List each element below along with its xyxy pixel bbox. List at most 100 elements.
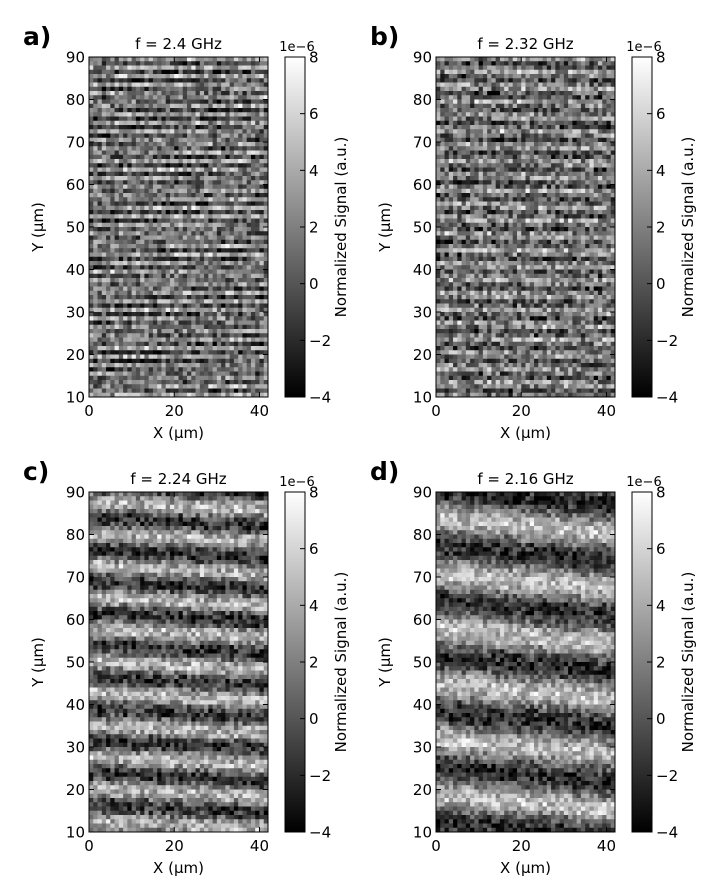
heatmap-cell: [221, 159, 226, 164]
heatmap-cell: [183, 142, 188, 147]
heatmap-cell: [255, 291, 260, 296]
heatmap-cell: [149, 189, 154, 194]
heatmap-cell: [144, 231, 149, 236]
heatmap-cell: [110, 176, 115, 181]
heatmap-cell: [183, 138, 188, 143]
heatmap-cell: [183, 227, 188, 232]
heatmap-cell: [530, 83, 535, 88]
heatmap-cell: [230, 325, 235, 330]
heatmap-cell: [255, 329, 260, 334]
heatmap-cell: [98, 185, 103, 190]
colorbar-tick-label: 0: [309, 275, 319, 293]
heatmap-cell: [102, 329, 107, 334]
heatmap-cell: [534, 61, 539, 66]
heatmap-cell: [449, 70, 454, 75]
heatmap-cell: [491, 70, 496, 75]
y-tick-label: 40: [66, 261, 85, 279]
heatmap-cell: [462, 95, 467, 100]
heatmap-cell: [530, 151, 535, 156]
heatmap-cell: [247, 70, 252, 75]
heatmap-cell: [496, 146, 501, 151]
heatmap-cell: [457, 83, 462, 88]
heatmap-cell: [255, 236, 260, 241]
heatmap-cell: [513, 108, 518, 113]
heatmap-cell: [487, 87, 492, 92]
heatmap-cell: [149, 253, 154, 258]
heatmap-cell: [445, 83, 450, 88]
heatmap-cell: [453, 61, 458, 66]
heatmap-cell: [98, 350, 103, 355]
heatmap-cell: [106, 202, 111, 207]
heatmap-cell: [132, 304, 137, 309]
heatmap-cell: [149, 363, 154, 368]
heatmap-cell: [457, 134, 462, 139]
heatmap-cell: [106, 299, 111, 304]
heatmap-cell: [517, 142, 522, 147]
heatmap-cell: [483, 142, 488, 147]
heatmap-cell: [238, 83, 243, 88]
heatmap-cell: [115, 70, 120, 75]
x-tick-label: 20: [165, 402, 184, 420]
heatmap-cell: [453, 57, 458, 62]
heatmap-cell: [491, 138, 496, 143]
heatmap-cell: [230, 380, 235, 385]
heatmap-cell: [589, 129, 594, 134]
heatmap-cell: [504, 214, 509, 219]
heatmap-cell: [204, 87, 209, 92]
heatmap-cell: [166, 325, 171, 330]
heatmap-cell: [196, 367, 201, 372]
heatmap-cell: [166, 70, 171, 75]
heatmap-cell: [521, 129, 526, 134]
heatmap-cell: [521, 210, 526, 215]
heatmap-cell: [234, 257, 239, 262]
heatmap-cell: [183, 210, 188, 215]
heatmap-cell: [251, 253, 256, 258]
heatmap-cell: [594, 159, 599, 164]
heatmap-cell: [161, 253, 166, 258]
heatmap-cell: [221, 384, 226, 389]
heatmap-cell: [238, 236, 243, 241]
heatmap-cell: [517, 87, 522, 92]
panel-label-a: a): [23, 22, 51, 51]
heatmap-cell: [153, 257, 158, 262]
heatmap-cell: [166, 210, 171, 215]
heatmap-cell: [132, 134, 137, 139]
heatmap-cell: [106, 282, 111, 287]
heatmap-cell: [242, 91, 247, 96]
heatmap-cell: [144, 129, 149, 134]
heatmap-cell: [174, 134, 179, 139]
heatmap-cell: [140, 278, 145, 283]
heatmap-cell: [208, 380, 213, 385]
heatmap-cell: [247, 299, 252, 304]
heatmap-cell: [496, 176, 501, 181]
heatmap-cell: [140, 83, 145, 88]
heatmap-cell: [132, 223, 137, 228]
heatmap-cell: [221, 214, 226, 219]
heatmap-cell: [200, 214, 205, 219]
heatmap-cell: [572, 176, 577, 181]
heatmap-cell: [140, 376, 145, 381]
heatmap-cell: [106, 274, 111, 279]
heatmap-cell: [259, 100, 264, 105]
heatmap-cell: [225, 261, 230, 266]
heatmap-cell: [568, 95, 573, 100]
heatmap-cell: [127, 278, 132, 283]
heatmap-cell: [149, 227, 154, 232]
heatmap-cell: [144, 108, 149, 113]
heatmap-cell: [251, 100, 256, 105]
heatmap-cell: [157, 146, 162, 151]
heatmap-cell: [106, 338, 111, 343]
heatmap-cell: [221, 129, 226, 134]
heatmap-cell: [93, 342, 98, 347]
heatmap-cell: [517, 129, 522, 134]
heatmap-cell: [140, 146, 145, 151]
heatmap-cell: [504, 197, 509, 202]
heatmap-cell: [504, 57, 509, 62]
heatmap-cell: [174, 180, 179, 185]
heatmap-cell: [242, 138, 247, 143]
heatmap-cell: [234, 155, 239, 160]
heatmap-cell: [140, 172, 145, 177]
heatmap-cell: [106, 278, 111, 283]
heatmap-cell: [93, 363, 98, 368]
heatmap-cell: [191, 338, 196, 343]
